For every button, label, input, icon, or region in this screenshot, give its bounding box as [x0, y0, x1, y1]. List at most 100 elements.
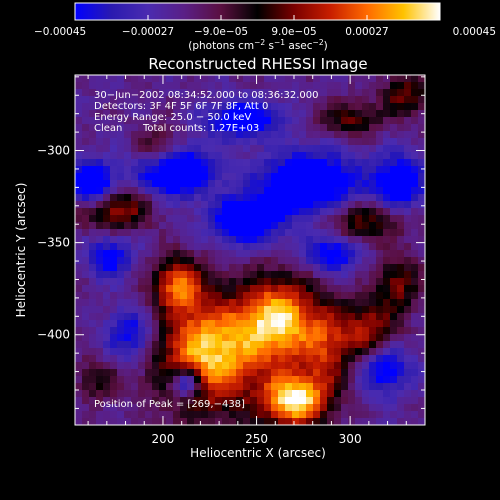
heatmap-cell: [390, 292, 398, 300]
heatmap-cell: [110, 264, 118, 272]
colorbar-tick-label: 9.0e−05: [271, 26, 316, 38]
heatmap-cell: [173, 89, 181, 97]
heatmap-cell: [208, 271, 216, 279]
heatmap-cell: [271, 159, 279, 167]
heatmap-cell: [194, 187, 202, 195]
heatmap-cell: [397, 285, 405, 293]
heatmap-cell: [208, 376, 216, 384]
heatmap-cell: [166, 404, 174, 412]
heatmap-cell: [124, 75, 132, 83]
heatmap-cell: [376, 390, 384, 398]
heatmap-cell: [355, 313, 363, 321]
heatmap-cell: [271, 264, 279, 272]
heatmap-cell: [327, 75, 335, 83]
heatmap-cell: [264, 327, 272, 335]
heatmap-cell: [299, 271, 307, 279]
heatmap-cell: [152, 96, 160, 104]
heatmap-cell: [124, 285, 132, 293]
heatmap-cell: [411, 243, 419, 251]
heatmap-cell: [355, 341, 363, 349]
heatmap-cell: [250, 285, 258, 293]
heatmap-cell: [229, 138, 237, 146]
heatmap-cell: [404, 96, 412, 104]
heatmap-cell: [138, 278, 146, 286]
heatmap-cell: [124, 369, 132, 377]
heatmap-cell: [89, 117, 97, 125]
heatmap-cell: [82, 180, 90, 188]
heatmap-cell: [110, 103, 118, 111]
heatmap-cell: [313, 278, 321, 286]
heatmap-cell: [418, 103, 426, 111]
heatmap-cell: [257, 180, 265, 188]
heatmap-cell: [110, 236, 118, 244]
heatmap-cell: [278, 138, 286, 146]
heatmap-cell: [187, 145, 195, 153]
heatmap-cell: [285, 285, 293, 293]
heatmap-cell: [299, 348, 307, 356]
heatmap-cell: [138, 187, 146, 195]
heatmap-cell: [75, 390, 83, 398]
heatmap-cell: [264, 166, 272, 174]
heatmap-cell: [173, 208, 181, 216]
heatmap-cell: [271, 117, 279, 125]
heatmap-cell: [82, 152, 90, 160]
heatmap-cell: [376, 250, 384, 258]
heatmap-cell: [152, 257, 160, 265]
heatmap-cell: [152, 341, 160, 349]
heatmap-cell: [229, 383, 237, 391]
heatmap-cell: [229, 159, 237, 167]
heatmap-cell: [383, 75, 391, 83]
heatmap-cell: [215, 236, 223, 244]
heatmap-cell: [166, 278, 174, 286]
heatmap-cell: [278, 320, 286, 328]
heatmap-cell: [362, 201, 370, 209]
heatmap-cell: [313, 110, 321, 118]
heatmap-cell: [355, 103, 363, 111]
heatmap-cell: [117, 320, 125, 328]
heatmap-cell: [271, 257, 279, 265]
heatmap-cell: [313, 264, 321, 272]
heatmap-cell: [82, 383, 90, 391]
heatmap-cell: [383, 110, 391, 118]
heatmap-cell: [145, 173, 153, 181]
heatmap-cell: [229, 250, 237, 258]
heatmap-cell: [369, 257, 377, 265]
heatmap-cell: [299, 404, 307, 412]
heatmap-cell: [411, 131, 419, 139]
heatmap-cell: [124, 201, 132, 209]
heatmap-cell: [376, 257, 384, 265]
heatmap-cell: [257, 138, 265, 146]
heatmap-cell: [397, 243, 405, 251]
heatmap-cell: [278, 299, 286, 307]
heatmap-cell: [229, 285, 237, 293]
heatmap-cell: [355, 418, 363, 426]
heatmap-cell: [138, 341, 146, 349]
heatmap-cell: [250, 82, 258, 90]
heatmap-cell: [110, 215, 118, 223]
heatmap-cell: [306, 173, 314, 181]
heatmap-cell: [411, 355, 419, 363]
heatmap-cell: [243, 131, 251, 139]
heatmap-cell: [180, 397, 188, 405]
heatmap-cell: [201, 306, 209, 314]
heatmap-cell: [404, 124, 412, 132]
heatmap-cell: [299, 89, 307, 97]
heatmap-cell: [194, 418, 202, 426]
heatmap-cell: [341, 362, 349, 370]
heatmap-cell: [82, 131, 90, 139]
heatmap-cell: [348, 306, 356, 314]
heatmap-cell: [362, 103, 370, 111]
heatmap-cell: [236, 75, 244, 83]
heatmap-cell: [236, 341, 244, 349]
heatmap-cell: [208, 215, 216, 223]
heatmap-cell: [166, 313, 174, 321]
heatmap-cell: [208, 236, 216, 244]
heatmap-cell: [327, 89, 335, 97]
heatmap-cell: [166, 250, 174, 258]
heatmap-cell: [117, 376, 125, 384]
heatmap-cell: [334, 173, 342, 181]
heatmap-cell: [369, 418, 377, 426]
heatmap-cell: [341, 215, 349, 223]
heatmap-cell: [334, 229, 342, 237]
heatmap-cell: [376, 411, 384, 419]
